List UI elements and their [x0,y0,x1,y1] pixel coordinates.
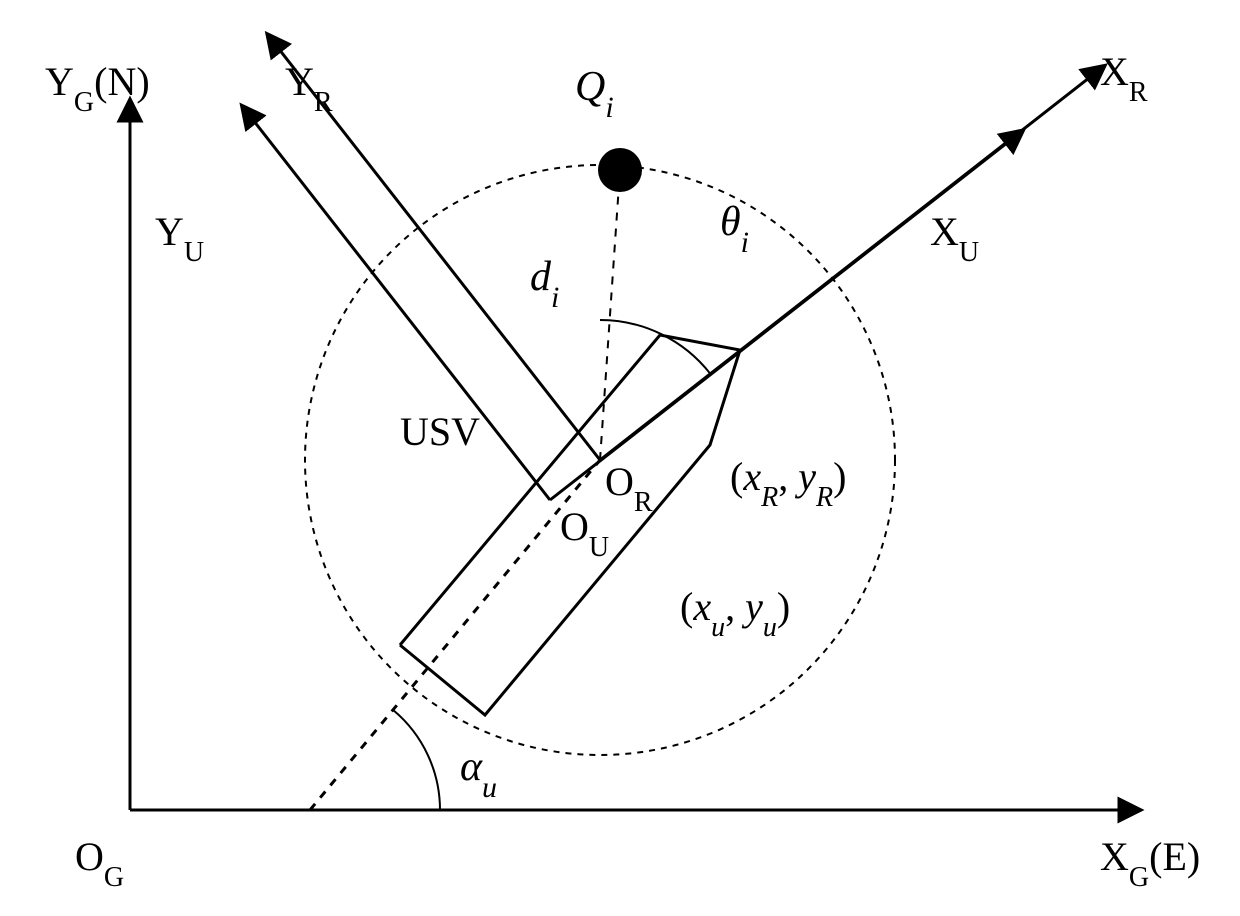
or-label: OR [605,459,653,518]
theta-arc [600,320,710,374]
heading-dash-line [310,460,600,810]
theta-label: θi [720,199,749,259]
og-label: OG [75,834,124,893]
yr-label: YR [285,59,333,118]
yu-axis [242,106,550,500]
xu-label: XU [930,209,979,268]
xr-yr-coord: (xR, yR) [730,454,846,513]
distance-line [600,170,620,460]
alpha-arc [394,710,440,810]
yu-label: YU [155,209,204,268]
d-label: di [530,254,559,314]
xu-yu-coord: (xu, yu) [680,584,790,643]
xr-label: XR [1100,49,1148,108]
xr-axis [600,66,1104,460]
coordinate-diagram: OG XG(E) YG(N) OU XU YU (xu, yu) OR XR YR (xR, yR)… [0,0,1240,916]
ou-label: OU [560,504,609,563]
yg-label: YG(N) [45,59,150,118]
alpha-label: αu [460,744,497,804]
usv-label: USV [400,409,480,454]
xg-label: XG(E) [1100,834,1200,893]
q-label: Qi [575,64,614,124]
